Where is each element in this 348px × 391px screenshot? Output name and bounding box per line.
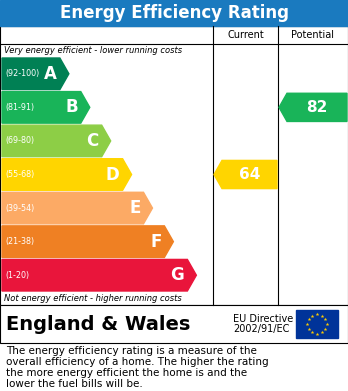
Polygon shape	[279, 93, 347, 122]
Bar	[296, 310, 338, 338]
Bar	[0, 26, 348, 305]
Text: Energy Efficiency Rating: Energy Efficiency Rating	[60, 4, 288, 22]
Text: Potential: Potential	[292, 30, 334, 40]
Text: B: B	[65, 99, 78, 117]
Polygon shape	[2, 159, 132, 190]
Text: (21-38): (21-38)	[5, 237, 34, 246]
Text: (39-54): (39-54)	[5, 204, 34, 213]
Text: (55-68): (55-68)	[5, 170, 34, 179]
Polygon shape	[2, 192, 152, 224]
Text: (92-100): (92-100)	[5, 69, 39, 78]
Text: (81-91): (81-91)	[5, 103, 34, 112]
Text: lower the fuel bills will be.: lower the fuel bills will be.	[6, 379, 143, 389]
Text: F: F	[150, 233, 161, 251]
Polygon shape	[2, 58, 69, 90]
Polygon shape	[214, 160, 277, 188]
Text: E: E	[129, 199, 141, 217]
Text: EU Directive: EU Directive	[233, 314, 293, 324]
Text: the more energy efficient the home is and the: the more energy efficient the home is an…	[6, 368, 247, 378]
Polygon shape	[2, 91, 90, 123]
Text: 82: 82	[306, 100, 328, 115]
Polygon shape	[2, 125, 111, 157]
Text: D: D	[106, 165, 120, 183]
Polygon shape	[2, 260, 196, 291]
Polygon shape	[2, 226, 173, 257]
Text: (69-80): (69-80)	[5, 136, 34, 145]
Text: A: A	[44, 65, 57, 83]
Bar	[0, 0, 348, 26]
Text: C: C	[86, 132, 99, 150]
Bar	[0, 305, 348, 343]
Text: England & Wales: England & Wales	[6, 314, 190, 334]
Text: G: G	[171, 266, 184, 284]
Text: 2002/91/EC: 2002/91/EC	[233, 324, 290, 334]
Text: overall efficiency of a home. The higher the rating: overall efficiency of a home. The higher…	[6, 357, 269, 367]
Text: (1-20): (1-20)	[5, 271, 29, 280]
Text: 64: 64	[239, 167, 260, 182]
Text: Very energy efficient - lower running costs: Very energy efficient - lower running co…	[4, 46, 182, 55]
Text: Current: Current	[227, 30, 264, 40]
Text: The energy efficiency rating is a measure of the: The energy efficiency rating is a measur…	[6, 346, 257, 356]
Text: Not energy efficient - higher running costs: Not energy efficient - higher running co…	[4, 294, 182, 303]
